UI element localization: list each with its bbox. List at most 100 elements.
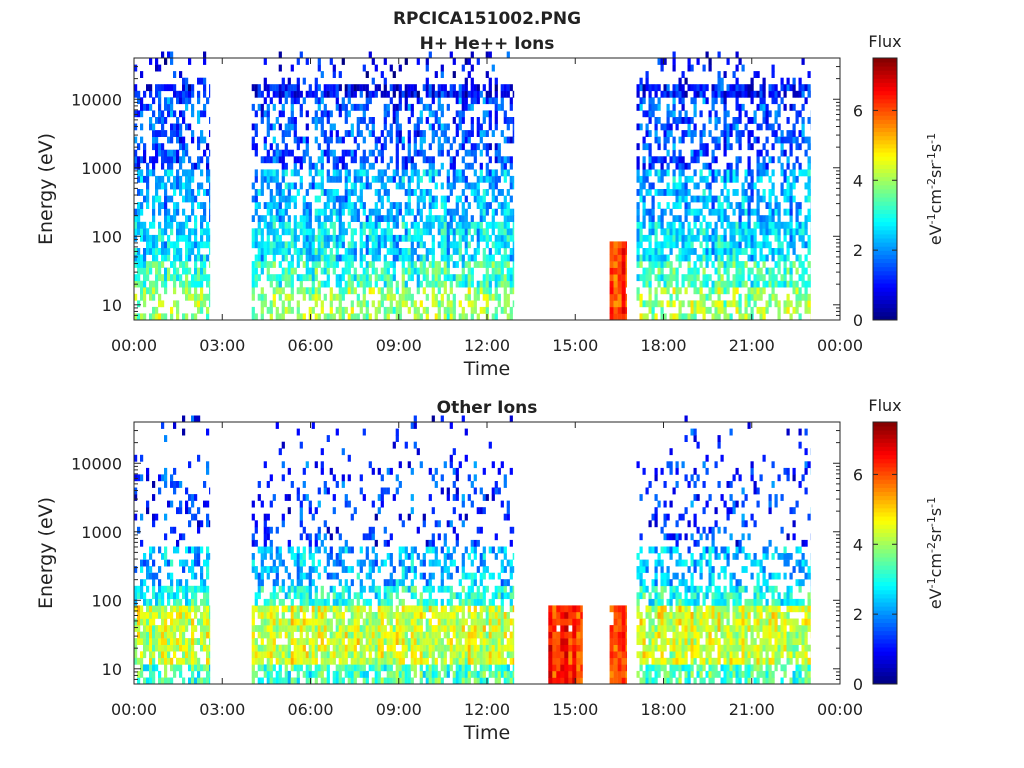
spectrogram-cell xyxy=(275,84,279,92)
spectrogram-cell xyxy=(296,638,300,645)
spectrogram-cell xyxy=(687,221,691,229)
spectrogram-cell xyxy=(368,162,372,170)
spectrogram-cell xyxy=(362,267,366,275)
spectrogram-cell xyxy=(143,175,147,183)
spectrogram-cell xyxy=(188,598,192,606)
spectrogram-cell xyxy=(506,280,510,288)
spectrogram-cell xyxy=(167,638,171,645)
spectrogram-cell xyxy=(326,234,330,242)
spectrogram-cell xyxy=(281,169,285,177)
spectrogram-cell xyxy=(684,254,688,262)
spectrogram-cell xyxy=(296,254,300,262)
spectrogram-cell xyxy=(281,156,285,164)
spectrogram-cell xyxy=(663,90,667,98)
spectrogram-cell xyxy=(191,208,195,216)
spectrogram-cell xyxy=(281,248,285,255)
spectrogram-cell xyxy=(774,208,778,216)
spectrogram-cell xyxy=(479,221,483,229)
spectrogram-cell xyxy=(419,117,423,124)
spectrogram-cell xyxy=(807,189,811,196)
spectrogram-cell xyxy=(191,513,195,521)
spectrogram-cell xyxy=(485,202,489,209)
spectrogram-cell xyxy=(657,274,661,282)
spectrogram-cell xyxy=(347,248,351,255)
spectrogram-cell xyxy=(467,228,471,236)
spectrogram-cell xyxy=(792,84,796,92)
spectrogram-cell xyxy=(672,287,676,295)
spectrogram-cell xyxy=(341,149,345,157)
spectrogram-cell xyxy=(296,136,300,144)
spectrogram-cell xyxy=(170,592,174,600)
spectrogram-cell xyxy=(158,638,162,645)
spectrogram-cell xyxy=(654,90,658,98)
spectrogram-cell xyxy=(380,228,384,236)
spectrogram-cell xyxy=(503,280,507,288)
spectrogram-cell xyxy=(443,274,447,282)
spectrogram-cell xyxy=(317,644,321,652)
spectrogram-cell xyxy=(756,267,760,275)
spectrogram-cell xyxy=(678,248,682,255)
spectrogram-cell xyxy=(377,241,381,249)
spectrogram-cell xyxy=(464,103,468,111)
spectrogram-cell xyxy=(422,169,426,177)
spectrogram-cell xyxy=(401,287,405,295)
spectrogram-cell xyxy=(762,169,766,177)
spectrogram-cell xyxy=(479,149,483,157)
spectrogram-cell xyxy=(386,130,390,137)
spectrogram-cell xyxy=(419,208,423,216)
spectrogram-cell xyxy=(753,228,757,236)
spectrogram-cell xyxy=(185,638,189,645)
spectrogram-cell xyxy=(750,228,754,236)
spectrogram-cell xyxy=(756,202,760,209)
spectrogram-cell xyxy=(164,677,168,685)
spectrogram-cell xyxy=(311,241,315,249)
spectrogram-cell xyxy=(726,300,730,308)
spectrogram-cell xyxy=(416,123,420,131)
spectrogram-cell xyxy=(284,677,288,685)
spectrogram-cell xyxy=(485,274,489,282)
spectrogram-cell xyxy=(197,520,201,528)
spectrogram-cell xyxy=(206,189,210,196)
spectrogram-cell xyxy=(191,566,195,573)
spectrogram-cell xyxy=(254,202,258,209)
spectrogram-cell xyxy=(642,221,646,229)
spectrogram-cell xyxy=(735,254,739,262)
spectrogram-cell xyxy=(380,300,384,308)
spectrogram-cell xyxy=(509,280,513,288)
spectrogram-cell xyxy=(771,169,775,177)
spectrogram-cell xyxy=(645,169,649,177)
spectrogram-cell xyxy=(437,143,441,151)
spectrogram-cell xyxy=(395,280,399,288)
spectrogram-cell xyxy=(188,280,192,288)
spectrogram-cell xyxy=(338,136,342,144)
spectrogram-cell xyxy=(266,248,270,255)
spectrogram-cell xyxy=(383,110,387,118)
spectrogram-cell xyxy=(191,313,195,321)
spectrogram-cell xyxy=(326,625,330,632)
spectrogram-cell xyxy=(365,103,369,111)
spectrogram-cell xyxy=(434,90,438,98)
spectrogram-cell xyxy=(338,287,342,295)
spectrogram-cell xyxy=(428,202,432,209)
spectrogram-cell xyxy=(705,97,709,105)
spectrogram-cell xyxy=(747,208,751,216)
spectrogram-cell xyxy=(323,110,327,118)
spectrogram-cell xyxy=(326,195,330,203)
spectrogram-cell xyxy=(735,248,739,255)
spectrogram-cell xyxy=(473,287,477,295)
spectrogram-cell xyxy=(512,182,515,190)
spectrogram-cell xyxy=(443,248,447,255)
spectrogram-cell xyxy=(657,280,661,288)
spectrogram-cell xyxy=(431,169,435,177)
spectrogram-cell xyxy=(170,169,174,177)
spectrogram-cell xyxy=(419,228,423,236)
spectrogram-cell xyxy=(329,625,333,632)
spectrogram-cell xyxy=(362,221,366,229)
spectrogram-cell xyxy=(726,215,730,222)
spectrogram-cell xyxy=(660,300,664,308)
spectrogram-cell xyxy=(407,149,411,157)
spectrogram-cell xyxy=(311,267,315,275)
spectrogram-cell xyxy=(197,638,201,645)
spectrogram-cell xyxy=(296,625,300,632)
spectrogram-cell xyxy=(287,215,291,222)
